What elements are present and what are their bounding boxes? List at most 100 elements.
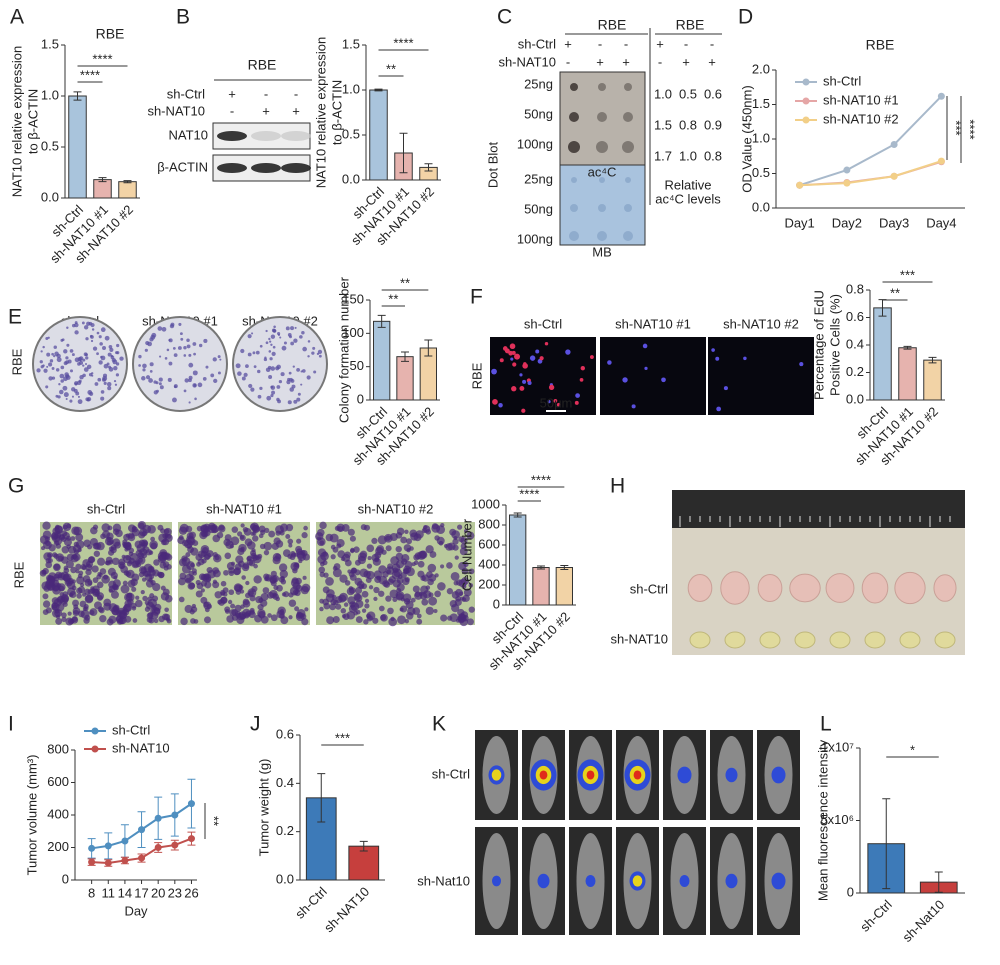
nucleus <box>743 356 747 361</box>
cell <box>149 574 155 580</box>
nucleus <box>491 368 497 375</box>
panel-letter: I <box>8 713 14 736</box>
cell <box>131 528 140 537</box>
y-axis-label: Mean fluorescence intensity <box>815 739 830 901</box>
column-label: sh-Ctrl <box>87 501 125 516</box>
colony <box>61 338 65 342</box>
colony <box>287 400 292 405</box>
blot-band <box>217 131 247 141</box>
cell <box>122 539 128 545</box>
band-label: β-ACTIN <box>157 159 208 174</box>
cell <box>319 540 325 546</box>
y-axis-label: Colony formation number <box>336 276 351 423</box>
colony <box>49 359 54 363</box>
cell <box>147 565 155 573</box>
nucleus <box>622 377 628 383</box>
cell <box>272 552 282 562</box>
cell <box>47 558 53 564</box>
nucleus <box>799 362 804 367</box>
colony <box>243 372 248 377</box>
cell <box>203 601 212 610</box>
colony <box>67 359 72 364</box>
cell <box>421 598 429 606</box>
bar <box>93 179 112 199</box>
colony <box>46 352 51 357</box>
point <box>121 857 129 864</box>
colony <box>277 399 281 404</box>
colony <box>300 370 303 373</box>
cell <box>301 532 308 539</box>
cell <box>365 577 372 583</box>
signal <box>725 767 738 783</box>
colony <box>161 326 167 332</box>
colony <box>188 401 191 404</box>
tumor <box>687 574 713 602</box>
cell <box>268 530 276 538</box>
cell <box>446 562 453 569</box>
tumor <box>825 573 855 603</box>
sign: - <box>710 36 714 51</box>
cell <box>458 536 465 543</box>
colony <box>109 347 114 352</box>
colony <box>150 334 156 340</box>
cell <box>400 605 408 613</box>
colony <box>65 398 68 401</box>
colony <box>65 356 69 360</box>
fluorescence-image <box>600 337 706 415</box>
cell <box>294 552 299 557</box>
y-tick-label: 100 <box>342 325 364 340</box>
colony <box>311 351 315 355</box>
cell <box>259 543 266 550</box>
colony <box>306 375 311 380</box>
cell <box>72 609 80 617</box>
cell <box>349 548 355 554</box>
cell <box>127 533 136 542</box>
cell <box>252 535 259 542</box>
x-tick-label: 23 <box>168 885 182 900</box>
cell <box>185 525 193 533</box>
cell <box>112 584 120 591</box>
cell <box>70 566 77 574</box>
colony <box>302 346 307 352</box>
error-bar <box>123 180 132 184</box>
cell <box>387 563 394 570</box>
cell <box>244 592 251 599</box>
band-label: NAT10 <box>169 127 209 142</box>
cell <box>212 569 221 578</box>
cell <box>65 579 71 585</box>
cell <box>413 560 419 565</box>
series-line <box>799 160 942 187</box>
point <box>843 179 851 187</box>
dot <box>568 141 580 153</box>
colony <box>53 345 57 349</box>
cell <box>330 598 337 606</box>
colony <box>116 343 120 348</box>
cell <box>84 594 94 604</box>
colony <box>257 394 262 399</box>
y-tick-label: 0.0 <box>342 171 360 186</box>
colony <box>115 373 120 377</box>
colony <box>275 366 280 371</box>
nucleus <box>504 348 510 354</box>
x-tick-label: Day3 <box>879 215 909 230</box>
dot <box>598 83 606 91</box>
tumor <box>757 573 783 603</box>
colony <box>119 356 124 361</box>
error-bar <box>374 88 383 92</box>
y-tick-label: 0.0 <box>276 871 294 886</box>
cell <box>207 524 217 534</box>
colony <box>48 362 53 367</box>
cell <box>385 535 391 541</box>
signal <box>492 875 501 887</box>
tumor <box>934 631 956 649</box>
cell <box>53 573 59 579</box>
colony <box>53 354 56 358</box>
stain-label: ac⁴C <box>588 164 617 179</box>
colony <box>287 377 291 382</box>
cell <box>363 524 371 531</box>
column-label: sh-NAT10 #2 <box>358 501 434 516</box>
nucleus <box>579 378 584 382</box>
bar <box>369 89 388 181</box>
colony <box>296 397 301 402</box>
cell <box>329 603 336 611</box>
